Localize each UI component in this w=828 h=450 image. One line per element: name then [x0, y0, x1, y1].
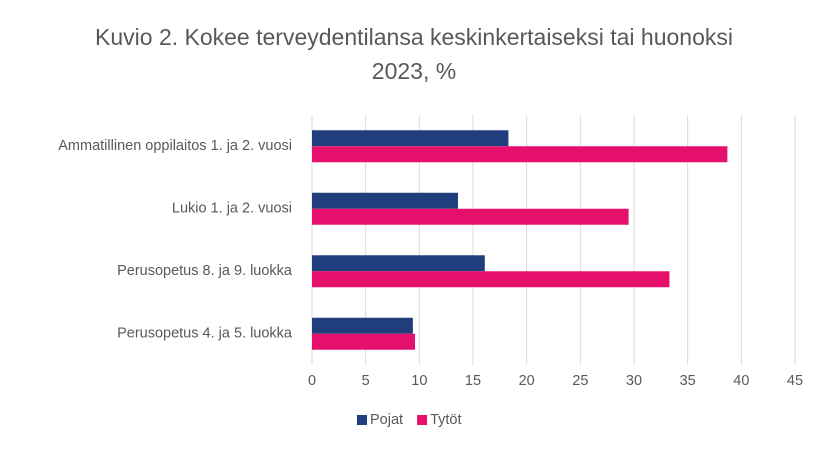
- bar: [312, 130, 509, 147]
- x-tick-label: 40: [733, 373, 749, 389]
- y-tick-label: Perusopetus 4. ja 5. luokka: [117, 326, 293, 342]
- bar: [312, 255, 485, 272]
- bar: [312, 208, 629, 225]
- x-tick-label: 0: [308, 373, 316, 389]
- x-tick-label: 15: [465, 373, 481, 389]
- x-tick-label: 10: [411, 373, 427, 389]
- legend-label: Tytöt: [430, 412, 461, 428]
- x-tick-label: 45: [787, 373, 803, 389]
- bar: [312, 192, 458, 209]
- x-tick-label: 20: [519, 373, 535, 389]
- y-tick-label: Ammatillinen oppilaitos 1. ja 2. vuosi: [58, 138, 292, 154]
- chart-title: Kuvio 2. Kokee terveydentilansa keskinke…: [95, 24, 733, 84]
- x-tick-label: 25: [572, 373, 588, 389]
- y-tick-label: Lukio 1. ja 2. vuosi: [172, 201, 292, 217]
- x-tick-label: 35: [680, 373, 696, 389]
- legend-label: Pojat: [370, 412, 403, 428]
- legend-swatch: [417, 415, 428, 425]
- x-tick-label: 5: [362, 373, 370, 389]
- bar: [312, 271, 670, 288]
- bar: [312, 317, 413, 334]
- bar: [312, 333, 416, 350]
- x-tick-label: 30: [626, 373, 642, 389]
- legend-swatch: [357, 415, 367, 425]
- y-tick-label: Perusopetus 8. ja 9. luokka: [117, 263, 293, 279]
- bar: [312, 146, 728, 163]
